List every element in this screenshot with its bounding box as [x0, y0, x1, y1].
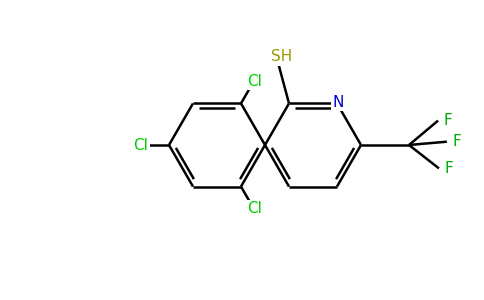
Text: F: F [453, 134, 461, 149]
Text: F: F [444, 113, 453, 128]
Text: SH: SH [271, 49, 292, 64]
Text: Cl: Cl [247, 74, 262, 88]
Text: N: N [333, 95, 344, 110]
Text: F: F [445, 161, 454, 176]
Text: Cl: Cl [134, 137, 149, 152]
Text: Cl: Cl [247, 201, 262, 216]
